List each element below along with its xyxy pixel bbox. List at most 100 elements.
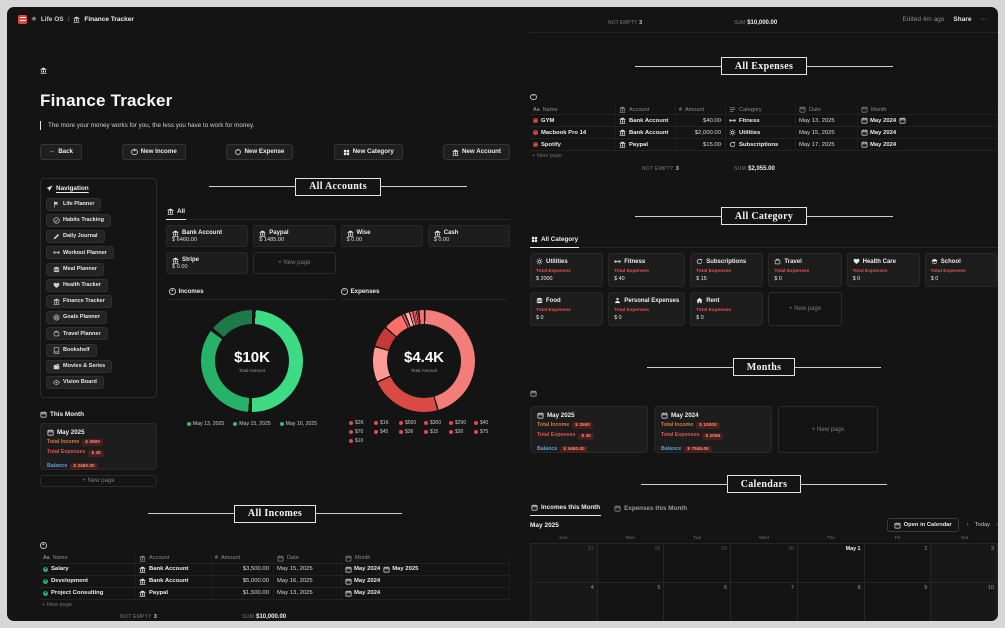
account-card-cash[interactable]: Cash $ 0.00 <box>427 224 510 247</box>
months-database-icon[interactable] <box>530 384 998 402</box>
sidebar-item-bookshelf[interactable]: Bookshelf <box>46 343 97 357</box>
month-tag[interactable]: May 2024 <box>861 141 896 148</box>
breadcrumb-page[interactable]: Finance Tracker <box>84 15 134 23</box>
calendar-cell[interactable]: 5 <box>598 583 665 621</box>
bank-icon <box>73 16 80 23</box>
account-card-wise[interactable]: Wise $ 0.00 <box>340 224 423 247</box>
sidebar-item-movies-series[interactable]: Movies & Series <box>46 359 113 373</box>
month-tag[interactable]: May 2024 <box>345 578 380 585</box>
column-month[interactable]: Month <box>342 553 510 563</box>
sidebar-item-life-planner[interactable]: Life Planner <box>46 197 102 211</box>
month-tag[interactable]: May 2025 <box>899 117 907 124</box>
open-in-calendar-button[interactable]: Open in Calendar <box>886 518 959 532</box>
refresh-icon <box>696 258 703 265</box>
sidebar-item-workout-planner[interactable]: Workout Planner <box>46 246 114 260</box>
tab-all-category[interactable]: All Category <box>530 233 580 248</box>
sidebar-item-finance-tracker[interactable]: Finance Tracker <box>46 295 112 308</box>
account-card-paypal[interactable]: Paypal $ 1485.00 <box>253 224 336 247</box>
column-name[interactable]: Aa Name <box>530 105 616 114</box>
calendar-cell[interactable]: 27 <box>531 544 598 583</box>
today-button[interactable]: Today <box>974 522 991 528</box>
new-account-button[interactable]: New Account <box>443 144 510 160</box>
calendar-cell[interactable]: 2 <box>864 544 932 583</box>
category-card-school[interactable]: School Total Expenses $ 0 <box>924 253 998 287</box>
column-name[interactable]: Aa Name <box>40 553 136 563</box>
category-card-subscriptions[interactable]: Subscriptions Total Expenses $ 15 <box>690 253 764 287</box>
column-account[interactable]: Account <box>136 553 212 563</box>
new-category-button[interactable]: New Category <box>333 144 403 160</box>
category-card-fitness[interactable]: Fitness Total Expenses $ 40 <box>608 253 686 287</box>
tab-incomes-this-month[interactable]: Incomes this Month <box>530 501 602 516</box>
table-row[interactable]: + Development Bank Account $5,000.00 May … <box>40 575 510 588</box>
tab-expenses-this-month[interactable]: Expenses this Month <box>613 501 688 516</box>
table-row[interactable]: + Salary Bank Account $3,500.00 May 15, 2… <box>40 563 510 576</box>
balance-value: $ 3460.00 <box>560 445 588 454</box>
calendar-cell[interactable]: 10 <box>931 583 998 621</box>
new-page-button[interactable]: + New page <box>253 251 336 274</box>
column-amount[interactable]: # Amount <box>212 553 274 563</box>
new-page-button[interactable]: + New page <box>42 601 73 608</box>
new-expense-button[interactable]: − New Expense <box>225 144 294 160</box>
new-page-button[interactable]: + New page <box>532 153 563 159</box>
sidebar-item-meal-planner[interactable]: Meal Planner <box>46 262 104 276</box>
account-card-bank-account[interactable]: Bank Account $ 6460.00 <box>166 224 249 247</box>
category-card-food[interactable]: Food Total Expenses $ 0 <box>530 292 604 326</box>
dumbbell-icon <box>53 249 60 256</box>
month-tag[interactable]: May 2024 <box>861 129 896 136</box>
table-row[interactable]: − Macbook Pro 14 Bank Account $2,000.00 U… <box>530 127 998 139</box>
expenses-database-icon[interactable]: − <box>530 93 537 100</box>
sidebar-item-habits-tracking[interactable]: Habits Tracking <box>46 214 111 228</box>
calendar-cell[interactable]: 4 <box>531 583 598 621</box>
new-page-button[interactable]: + New page <box>40 474 157 487</box>
sidebar-item-vision-board[interactable]: Vision Board <box>46 375 104 389</box>
calendar-cell[interactable]: 29 <box>664 544 732 583</box>
calendar-cell[interactable]: 30 <box>731 544 798 583</box>
calendar-cell[interactable]: 8 <box>798 583 865 621</box>
column-date[interactable]: Date <box>274 553 342 563</box>
calendar-cell[interactable]: 28 <box>597 544 665 583</box>
calendar-cell[interactable]: 6 <box>664 583 732 621</box>
column-category[interactable]: Category <box>726 105 796 114</box>
calendar-cell[interactable]: 3 <box>931 544 998 583</box>
sidebar-item-health-tracker[interactable]: Health Tracker <box>46 278 108 292</box>
month-tag[interactable]: May 2024 <box>345 590 380 597</box>
this-month-card[interactable]: May 2025 Total Income $ 3500 Total Expens… <box>40 422 157 471</box>
breadcrumb-workspace[interactable]: Life OS <box>40 15 64 23</box>
calendar-cell[interactable]: May 1 <box>797 544 865 583</box>
category-card-health-care[interactable]: Health Care Total Expenses $ 0 <box>846 253 920 287</box>
prev-month-button[interactable]: ‹ <box>966 522 969 528</box>
new-page-button[interactable]: + New page <box>768 292 842 326</box>
more-icon[interactable]: ⋯ <box>980 16 988 23</box>
category-card-travel[interactable]: Travel Total Expenses $ 0 <box>768 253 842 287</box>
calendar-cell[interactable]: 9 <box>865 583 932 621</box>
bank-icon <box>53 298 60 305</box>
month-card-may-2024[interactable]: May 2024 Total Income $ 10000 Total Expen… <box>654 406 772 454</box>
month-card-may-2025[interactable]: May 2025 Total Income $ 3500 Total Expens… <box>530 406 648 454</box>
app-menu-icon[interactable] <box>18 14 27 24</box>
sidebar-item-travel-planner[interactable]: Travel Planner <box>46 327 108 341</box>
column-date[interactable]: Date <box>796 105 858 114</box>
column-account[interactable]: Account <box>616 105 676 114</box>
month-tag[interactable]: May 2025 <box>383 566 418 573</box>
month-tag[interactable]: May 2024 <box>345 566 380 573</box>
table-row[interactable]: − GYM Bank Account $40.00 Fitness May 13,… <box>530 115 998 127</box>
new-income-button[interactable]: + New Income <box>122 144 186 160</box>
month-tag[interactable]: May 2024 <box>861 117 896 124</box>
table-row[interactable]: + Project Consulting Paypal $1,500.00 May… <box>40 587 510 600</box>
category-card-personal-expenses[interactable]: Personal Expenses Total Expenses $ 0 <box>608 292 686 326</box>
sidebar-item-goals-planner[interactable]: Goals Planner <box>46 311 107 325</box>
back-button[interactable]: ← Back <box>40 144 82 160</box>
table-row[interactable]: − Spotify Paypal $15.00 Subscriptions May… <box>530 139 998 151</box>
next-month-button[interactable]: › <box>996 522 998 528</box>
category-card-rent[interactable]: Rent Total Expenses $ 0 <box>690 292 764 326</box>
incomes-database-icon[interactable]: + <box>40 541 47 549</box>
tab-all-accounts[interactable]: All <box>166 205 187 220</box>
column-month[interactable]: Month <box>858 105 998 114</box>
account-card-stripe[interactable]: Stripe $ 0.00 <box>166 251 249 274</box>
new-page-button[interactable]: + New page <box>778 406 878 453</box>
share-button[interactable]: Share <box>953 15 972 23</box>
column-amount[interactable]: # Amount <box>676 105 726 114</box>
category-card-utilities[interactable]: Utilities Total Expenses $ 2000 <box>530 253 604 287</box>
calendar-cell[interactable]: 7 <box>731 583 798 621</box>
sidebar-item-daily-journal[interactable]: Daily Journal <box>46 230 105 244</box>
